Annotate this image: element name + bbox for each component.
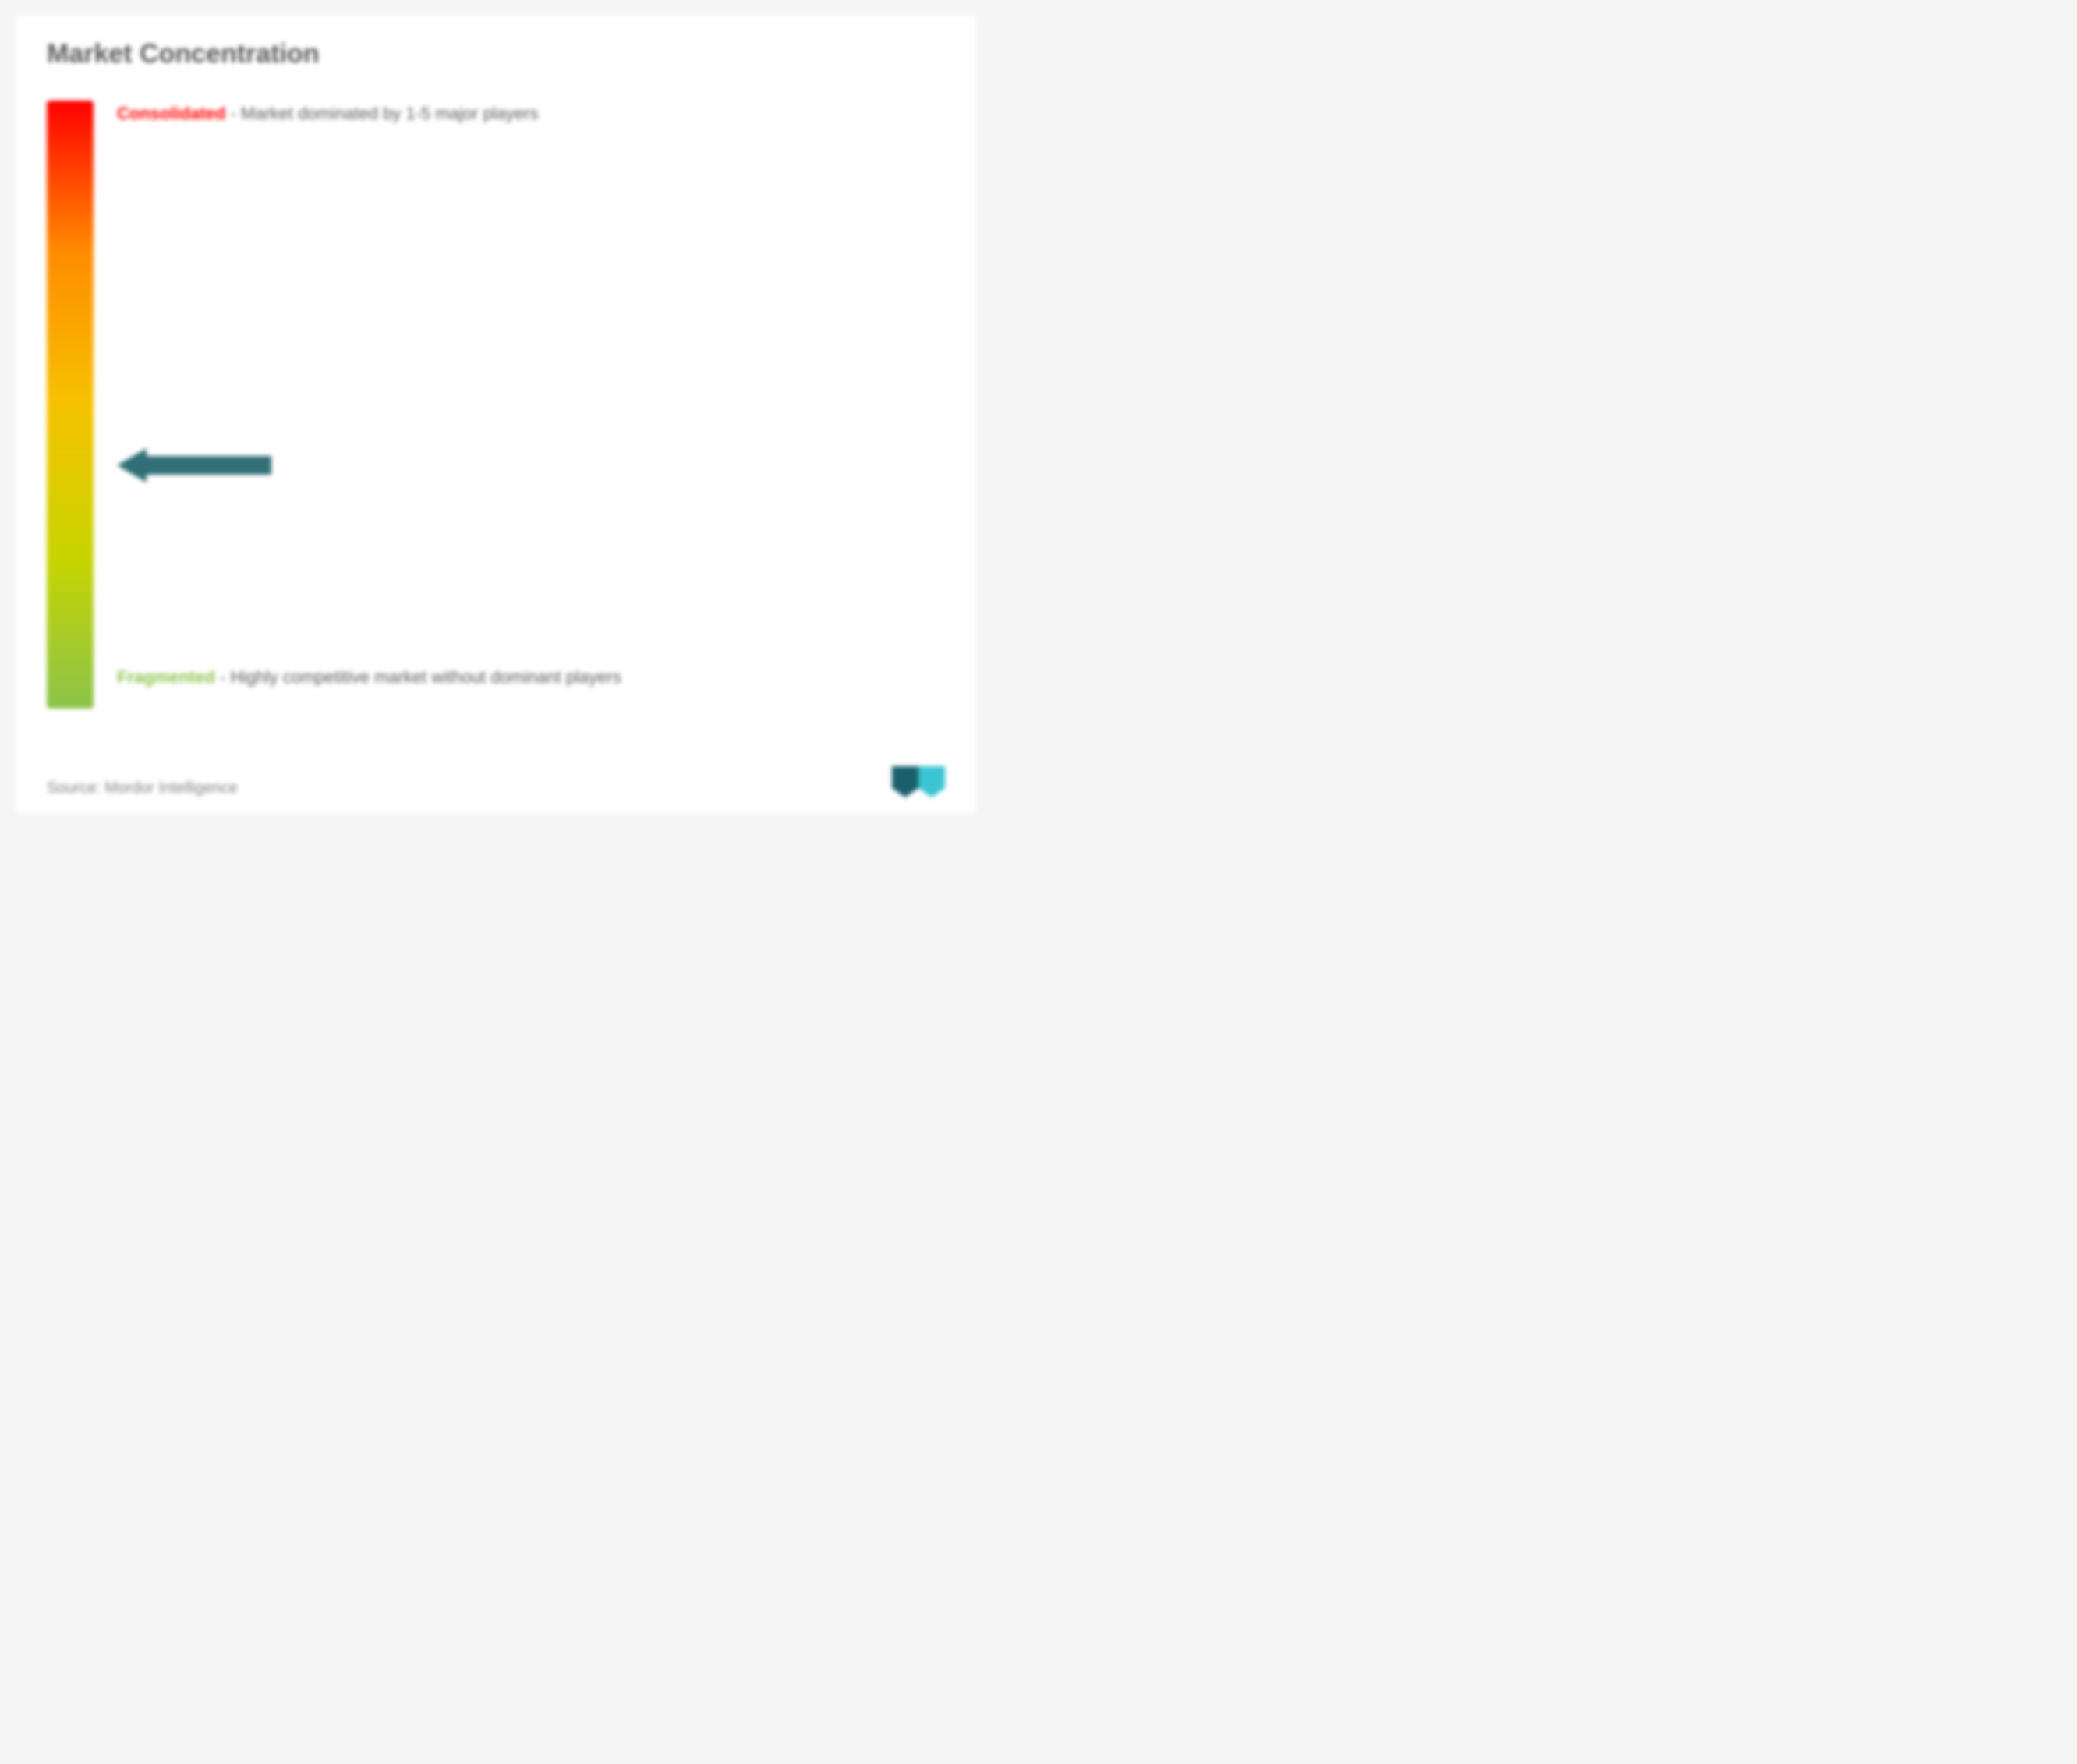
consolidated-label: Consolidated - Market dominated by 1-5 m… bbox=[117, 101, 538, 126]
logo-shape-left-icon bbox=[892, 766, 918, 797]
arrow-head-icon bbox=[117, 448, 147, 483]
indicator-arrow bbox=[117, 448, 271, 483]
infographic-container: Market Concentration Consolidated - Mark… bbox=[16, 16, 976, 813]
source-attribution: Source: Mordor Intelligence bbox=[47, 779, 238, 797]
consolidated-keyword: Consolidated bbox=[117, 104, 225, 123]
fragmented-keyword: Fragmented bbox=[117, 667, 215, 687]
gradient-scale-bar bbox=[47, 101, 94, 709]
logo-shape-right-icon bbox=[918, 766, 945, 797]
chart-title: Market Concentration bbox=[47, 39, 945, 69]
fragmented-description: - Highly competitive market without domi… bbox=[220, 667, 621, 687]
chart-area: Consolidated - Market dominated by 1-5 m… bbox=[47, 101, 945, 709]
arrow-body bbox=[147, 456, 271, 475]
labels-region: Consolidated - Market dominated by 1-5 m… bbox=[117, 101, 945, 709]
brand-logo bbox=[892, 766, 945, 797]
consolidated-description: - Market dominated by 1-5 major players bbox=[230, 104, 538, 123]
fragmented-label: Fragmented - Highly competitive market w… bbox=[117, 662, 621, 693]
